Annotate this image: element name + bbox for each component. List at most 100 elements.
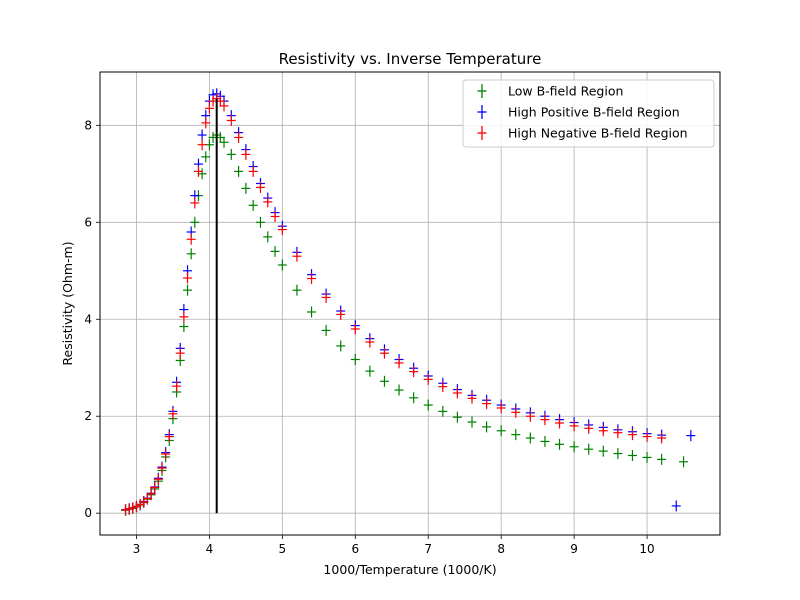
series-3-point-6 (142, 493, 152, 505)
series-3-point-15 (175, 347, 185, 359)
series-1-point-21 (197, 168, 207, 180)
series-3-point-37 (307, 273, 317, 285)
legend: Low B-field Region High Positive B-field … (462, 79, 715, 148)
series-1-point-53 (540, 435, 550, 447)
series-3-point-16 (179, 311, 189, 323)
series-3-point-42 (379, 347, 389, 359)
series-1-point-48 (467, 416, 477, 428)
series-1-point-36 (292, 284, 302, 296)
series-3-point-28 (226, 114, 236, 126)
series-1-point-31 (248, 199, 258, 211)
series-3-point-30 (241, 148, 251, 160)
series-3-point-38 (321, 291, 331, 303)
series-3-point-3 (131, 500, 141, 512)
series-1-point-30 (241, 182, 251, 194)
series-1-point-45 (423, 399, 433, 411)
series-1-point-46 (438, 405, 448, 417)
series-3-point-2 (128, 502, 138, 514)
y-axis-label: Resistivity (Ohm-m) (60, 241, 75, 365)
legend-box (462, 79, 715, 148)
series-3-point-33 (263, 196, 273, 208)
series-3-point-18 (186, 233, 196, 245)
series-1-point-51 (511, 429, 521, 441)
x-axis-label: 1000/Temperature (1000/K) (323, 562, 496, 577)
series-3-point-14 (172, 380, 182, 392)
series-1-point-62 (679, 456, 689, 468)
y-tick-label-2: 2 (84, 409, 92, 423)
series-3-point-48 (467, 392, 477, 404)
series-3-point-10 (157, 462, 167, 474)
series-3-point-45 (423, 373, 433, 385)
series-3-point-47 (452, 387, 462, 399)
series-1-point-47 (452, 411, 462, 423)
series-1-point-44 (409, 392, 419, 404)
series-1-point-32 (255, 216, 265, 228)
series-3-point-50 (496, 402, 506, 414)
series-3-point-39 (336, 308, 346, 320)
series-1-point-34 (270, 245, 280, 257)
series-3-point-8 (150, 481, 160, 493)
series-1-point-43 (394, 384, 404, 396)
series-1-point-41 (365, 365, 375, 377)
series-3-point-41 (365, 336, 375, 348)
x-tick-label-5: 5 (279, 542, 287, 556)
series-1-point-57 (598, 445, 608, 457)
series-1-point-59 (627, 449, 637, 461)
series-2-point-21 (197, 129, 207, 141)
series-3-point-9 (153, 473, 163, 485)
legend-label-2: High Positive B-field Region (508, 105, 680, 120)
series-3-point-59 (627, 429, 637, 441)
series-1-point-52 (525, 432, 535, 444)
series-1-point-56 (584, 443, 594, 455)
series-3-point-60 (642, 431, 652, 443)
series-3 (121, 93, 667, 516)
series-1-point-40 (350, 353, 360, 365)
series-1-point-61 (657, 453, 667, 465)
series-1-point-39 (336, 340, 346, 352)
series-1-point-22 (201, 151, 211, 163)
series-1-point-18 (186, 248, 196, 260)
series-3-point-58 (613, 427, 623, 439)
x-tick-label-10: 10 (639, 542, 654, 556)
legend-item-2: High Positive B-field Region (477, 105, 680, 120)
series-1-point-29 (234, 165, 244, 177)
series-1-point-37 (307, 306, 317, 318)
y-tick-label-6: 6 (84, 215, 92, 229)
series-3-point-35 (277, 224, 287, 236)
series-3-point-52 (525, 410, 535, 422)
series-3-point-0 (121, 504, 131, 516)
series-3-point-34 (270, 210, 280, 222)
series-3-point-55 (569, 420, 579, 432)
series-3-point-7 (146, 488, 156, 500)
series-1-point-42 (379, 375, 389, 387)
series-3-point-4 (135, 498, 145, 510)
series-1-point-19 (190, 216, 200, 228)
series-1-point-38 (321, 324, 331, 336)
y-tick-label-4: 4 (84, 312, 92, 326)
series-3-point-56 (584, 422, 594, 434)
x-tick-label-9: 9 (570, 542, 578, 556)
series-1-point-58 (613, 448, 623, 460)
series-3-point-1 (124, 503, 134, 515)
series-3-point-19 (190, 197, 200, 209)
series-1-point-33 (263, 231, 273, 243)
series-3-point-51 (511, 406, 521, 418)
x-tick-label-8: 8 (497, 542, 505, 556)
series-3-point-46 (438, 381, 448, 393)
legend-label-1: Low B-field Region (508, 84, 623, 99)
y-axis-ticks: 0 2 4 6 8 (84, 118, 100, 520)
legend-item-3: High Negative B-field Region (477, 126, 688, 141)
series-1-point-35 (277, 259, 287, 271)
y-tick-label-0: 0 (84, 506, 92, 520)
x-axis-ticks: 3 4 5 6 7 8 9 10 (133, 535, 655, 556)
series-1-point-17 (183, 284, 193, 296)
series-1-point-16 (179, 321, 189, 333)
series-1-point-49 (482, 421, 492, 433)
series-3-point-27 (219, 100, 229, 112)
series-3-point-13 (168, 408, 178, 420)
y-tick-label-8: 8 (84, 118, 92, 132)
series-3-point-53 (540, 414, 550, 426)
x-tick-label-6: 6 (351, 542, 359, 556)
series-1-point-50 (496, 425, 506, 437)
